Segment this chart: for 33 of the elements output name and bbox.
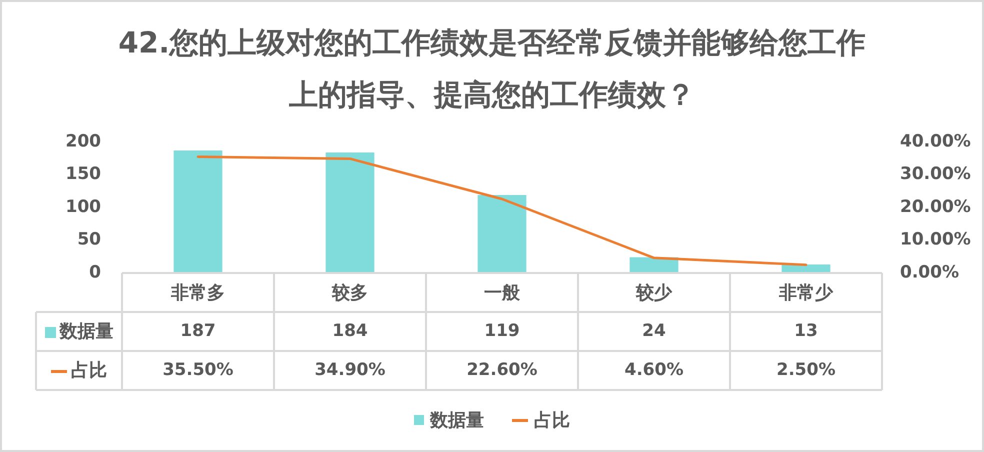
data-label: 184 bbox=[332, 320, 368, 341]
legend-label: 数据量 bbox=[58, 321, 114, 342]
bar bbox=[326, 152, 374, 273]
data-label: 22.60% bbox=[466, 360, 538, 380]
x-tick-label: 非常多 bbox=[170, 282, 225, 304]
bar bbox=[174, 150, 222, 273]
bar bbox=[478, 195, 526, 273]
y-tick-label: 150 bbox=[66, 164, 102, 184]
data-label: 24 bbox=[642, 320, 666, 341]
x-tick-label: 一般 bbox=[484, 282, 521, 304]
x-tick-label: 较多 bbox=[331, 282, 368, 304]
legend-label: 占比 bbox=[71, 360, 107, 382]
text: 数据量 bbox=[430, 410, 484, 431]
x-tick-label: 较少 bbox=[635, 282, 673, 304]
y2-tick-label: 20.00% bbox=[900, 196, 971, 217]
y2-tick-label: 10.00% bbox=[900, 230, 971, 250]
y-tick-label: 50 bbox=[77, 230, 102, 250]
data-label: 34.90% bbox=[314, 360, 386, 380]
y-tick-label: 200 bbox=[66, 131, 102, 152]
y-tick-label: 100 bbox=[66, 196, 102, 217]
y2-tick-label: 30.00% bbox=[900, 164, 971, 184]
y2-tick-label: 40.00% bbox=[900, 131, 971, 152]
data-label: 35.50% bbox=[162, 360, 234, 380]
x-tick-label: 非常少 bbox=[778, 282, 834, 304]
data-label: 187 bbox=[180, 320, 216, 341]
data-label: 119 bbox=[484, 320, 520, 341]
data-label: 4.60% bbox=[624, 360, 684, 380]
y-tick-label: 0 bbox=[89, 262, 102, 282]
y2-tick-label: 0.00% bbox=[900, 262, 959, 282]
text: 占比 bbox=[534, 410, 570, 431]
chart-title: 42.您的上级对您的工作绩效是否经常反馈并能够给您工作上的指导、提高您的工作绩效？ bbox=[118, 26, 866, 112]
data-label: 13 bbox=[794, 320, 818, 341]
data-label: 2.50% bbox=[776, 360, 836, 380]
